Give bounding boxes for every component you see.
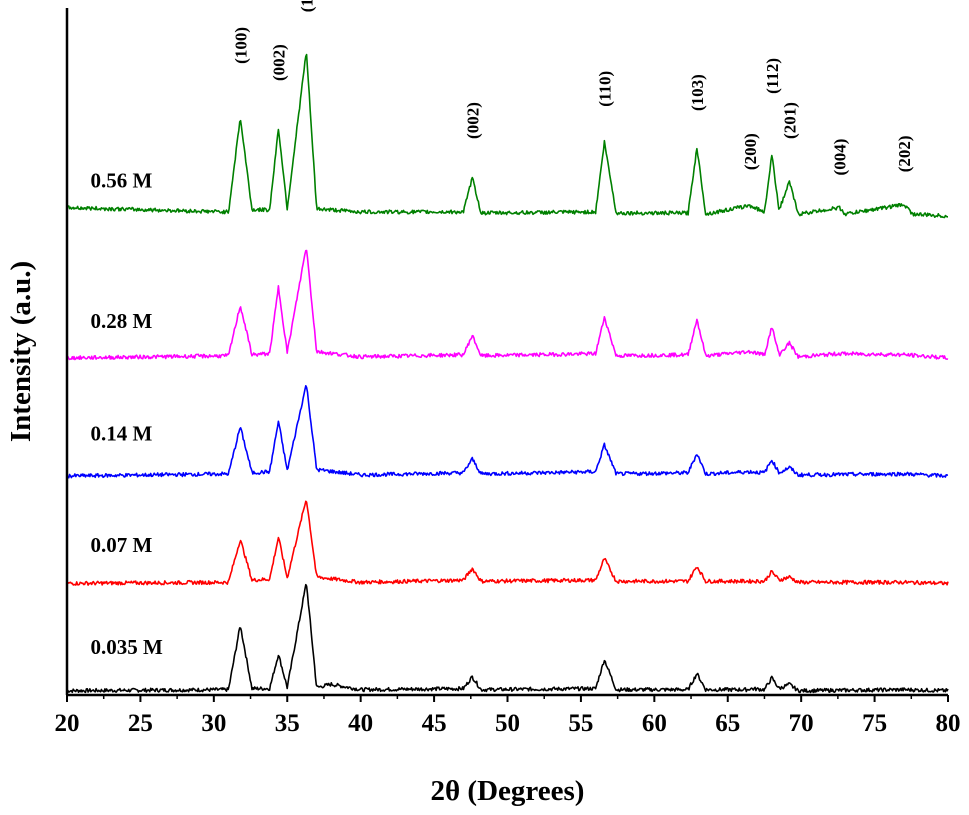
peak-label: (112) <box>763 58 782 94</box>
x-tick-label: 35 <box>275 710 300 737</box>
series-label: 0.07 M <box>90 533 152 557</box>
series-label: 0.14 M <box>90 422 152 446</box>
series-line-0 <box>66 583 949 694</box>
labels-group: 0.035 M 0.07 M 0.14 M 0.28 M 0.56 M (100) (002… <box>90 0 913 659</box>
axes-group: 20 25 30 35 40 45 50 55 60 65 70 75 80 <box>55 8 961 737</box>
series-label: 0.56 M <box>90 168 152 192</box>
x-tick-label: 60 <box>642 710 667 737</box>
x-tick-label: 20 <box>55 710 80 737</box>
x-tick-label: 75 <box>862 710 887 737</box>
peak-label: (103) <box>688 74 707 111</box>
peak-label: (110) <box>595 71 614 107</box>
x-tick-label: 45 <box>422 710 447 737</box>
series-label: 0.035 M <box>90 635 163 659</box>
peak-label: (002) <box>269 44 288 81</box>
series-line-2 <box>66 385 949 479</box>
peak-label: (101) <box>297 0 316 12</box>
series-line-3 <box>66 249 949 361</box>
x-tick-label: 50 <box>495 710 520 737</box>
series-label: 0.28 M <box>90 309 152 333</box>
peak-label: (201) <box>780 102 799 139</box>
x-tick-label: 80 <box>936 710 961 737</box>
x-tick-label: 40 <box>348 710 373 737</box>
series-line-4 <box>66 53 948 219</box>
x-tick-label: 65 <box>715 710 740 737</box>
x-tick-label: 30 <box>201 710 226 737</box>
peak-label: (004) <box>830 139 849 176</box>
plot-series-group <box>66 53 949 694</box>
peak-label: (202) <box>895 135 914 172</box>
y-axis-title: Intensity (a.u.) <box>5 261 37 442</box>
x-axis-title: 2θ (Degrees) <box>431 775 585 807</box>
x-tick-label: 70 <box>789 710 814 737</box>
peak-label: (002) <box>463 102 482 139</box>
x-tick-label: 55 <box>568 710 593 737</box>
series-line-1 <box>66 500 949 586</box>
peak-label: (200) <box>741 133 760 170</box>
peak-label: (100) <box>231 27 250 64</box>
x-tick-label: 25 <box>128 710 153 737</box>
